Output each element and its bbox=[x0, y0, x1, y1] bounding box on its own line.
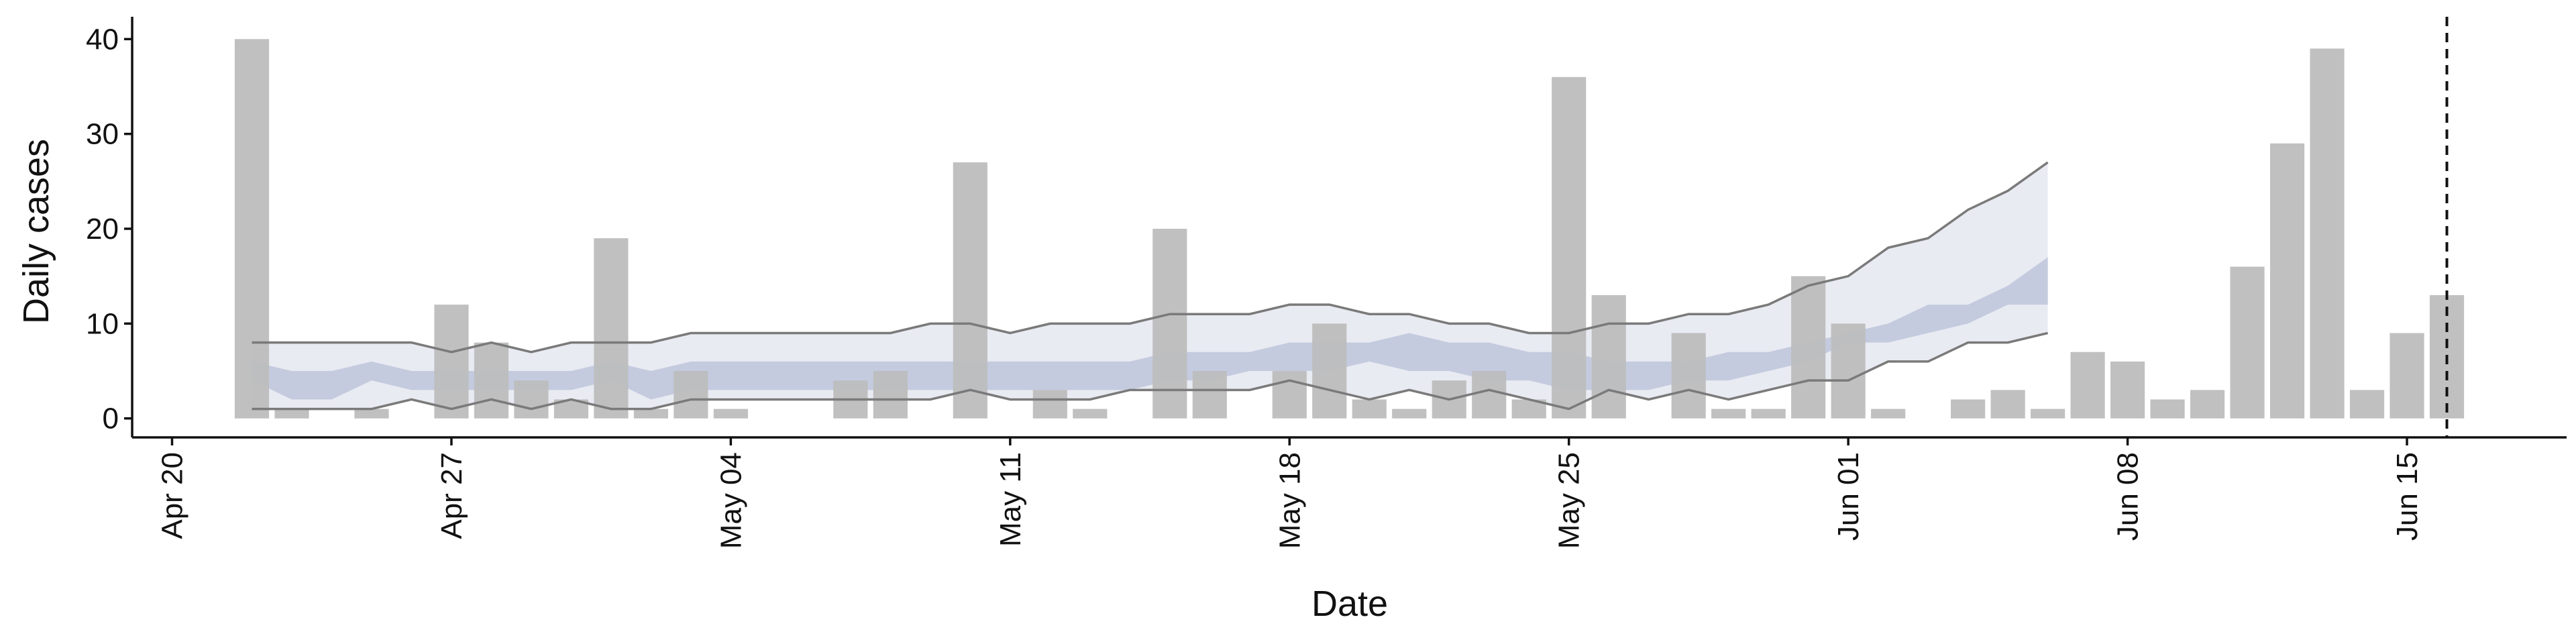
y-tick-label: 0 bbox=[103, 402, 119, 435]
x-tick-label: May 18 bbox=[1273, 452, 1306, 549]
bar bbox=[514, 380, 549, 419]
band-line bbox=[252, 331, 2049, 411]
bar bbox=[1831, 323, 1866, 419]
x-tick-label: May 25 bbox=[1553, 452, 1586, 549]
bar bbox=[1352, 399, 1387, 419]
bar bbox=[2070, 352, 2105, 419]
bar bbox=[2269, 143, 2305, 419]
y-tick-label: 20 bbox=[86, 213, 119, 246]
bar bbox=[1472, 371, 1507, 419]
x-tick-label: May 04 bbox=[714, 452, 747, 549]
bar bbox=[1272, 371, 1307, 419]
bar bbox=[594, 238, 629, 419]
bar bbox=[1751, 409, 1786, 419]
bar bbox=[1591, 294, 1626, 419]
bar bbox=[873, 371, 908, 419]
x-axis-label: Date bbox=[1311, 584, 1388, 624]
y-tick-label: 30 bbox=[86, 118, 119, 151]
bar bbox=[1192, 371, 1227, 419]
y-axis-label: Daily cases bbox=[16, 139, 56, 324]
bar bbox=[2230, 266, 2265, 419]
bar bbox=[2190, 390, 2225, 419]
bar bbox=[1711, 409, 1746, 419]
bar bbox=[2031, 409, 2065, 419]
x-tick-label: Jun 15 bbox=[2391, 452, 2424, 541]
y-tick-label: 40 bbox=[86, 23, 119, 56]
bar bbox=[2349, 390, 2385, 419]
bar bbox=[2110, 361, 2145, 419]
bar bbox=[1073, 409, 1108, 419]
bar bbox=[354, 409, 389, 419]
bar bbox=[1552, 76, 1587, 419]
bar bbox=[713, 409, 748, 419]
x-tick-label: Jun 01 bbox=[1832, 452, 1865, 541]
bar bbox=[674, 371, 708, 419]
bar bbox=[2390, 333, 2424, 419]
bar bbox=[434, 305, 469, 419]
bar bbox=[633, 409, 668, 419]
bar bbox=[474, 342, 509, 419]
bar bbox=[1392, 409, 1427, 419]
bar bbox=[1791, 276, 1826, 419]
y-tick-label: 10 bbox=[86, 307, 119, 340]
bar bbox=[1152, 229, 1187, 419]
bar bbox=[1671, 333, 1706, 419]
bar bbox=[1951, 399, 1986, 419]
bar bbox=[1312, 323, 1347, 419]
bar bbox=[1990, 390, 2025, 419]
x-tick-label: Apr 27 bbox=[435, 452, 468, 539]
bar bbox=[953, 162, 987, 419]
bar bbox=[1871, 409, 1906, 419]
bar bbox=[234, 39, 270, 419]
x-tick-label: May 11 bbox=[994, 452, 1027, 547]
bar bbox=[2310, 48, 2345, 419]
x-tick-label: Jun 08 bbox=[2112, 452, 2145, 541]
band-line bbox=[252, 161, 2049, 354]
bar bbox=[1032, 390, 1067, 419]
bar bbox=[274, 409, 309, 419]
x-tick-label: Apr 20 bbox=[156, 452, 189, 539]
bar bbox=[2150, 399, 2185, 419]
